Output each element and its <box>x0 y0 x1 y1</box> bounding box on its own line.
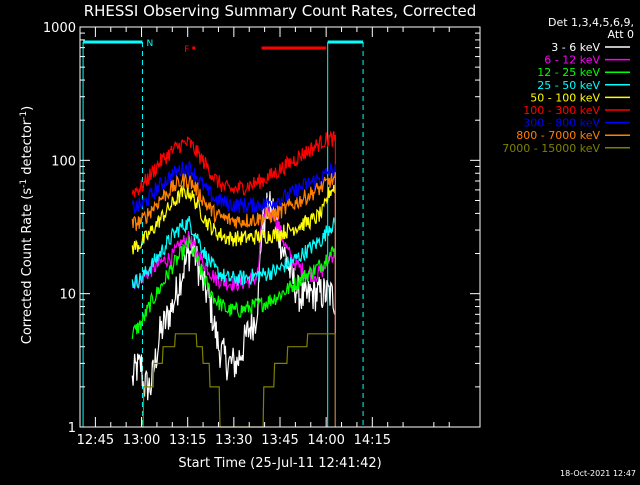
x-tick-label-6: 14:15 <box>354 433 391 448</box>
y-tick-label-1: 10 <box>59 288 76 303</box>
chart-title: RHESSI Observing Summary Count Rates, Co… <box>84 2 477 20</box>
x-axis-label: Start Time (25-Jul-11 12:41:42) <box>178 456 381 471</box>
legend-header-line2: Att 0 <box>608 28 634 41</box>
series-layer <box>131 130 336 428</box>
series-line-1 <box>131 204 336 427</box>
x-tick-label-0: 12:45 <box>77 433 114 448</box>
legend-header-line1: Det 1,3,4,5,6,9, <box>548 16 634 29</box>
legend-label-8: 7000 - 15000 keV <box>502 142 600 155</box>
legend-label-4: 50 - 100 keV <box>530 91 600 104</box>
x-tick-label-4: 13:45 <box>261 433 298 448</box>
x-tick-label-2: 13:15 <box>169 433 206 448</box>
y-axis-label-mid: detector <box>20 119 35 179</box>
legend-label-0: 3 - 6 keV <box>551 41 600 54</box>
y-tick-label-3: 1000 <box>43 21 76 36</box>
legend-label-5: 100 - 300 keV <box>523 104 600 117</box>
series-line-6 <box>131 160 336 427</box>
y-axis-label: Corrected Count Rate (s-1 detector-1) <box>19 106 35 344</box>
axes-layer: 1 10 100 1000 12:45 13:00 13:15 13:30 13:45 14:00… <box>43 21 481 448</box>
legend-label-7: 800 - 7000 keV <box>516 129 600 142</box>
legend-label-1: 6 - 12 keV <box>544 54 600 67</box>
y-axis-label-sup2: -1 <box>19 111 29 120</box>
legend-label-2: 12 - 25 keV <box>537 66 600 79</box>
series-line-5 <box>131 130 336 427</box>
y-axis-label-end: ) <box>20 106 35 111</box>
flag-f-label: F <box>184 45 189 55</box>
x-tick-label-1: 13:00 <box>123 433 160 448</box>
x-tick-label-5: 14:00 <box>307 433 344 448</box>
y-tick-label-0: 1 <box>68 421 76 436</box>
legend-label-6: 300 - 800 keV <box>523 117 600 130</box>
generation-timestamp: 18-Oct-2021 12:47 <box>560 469 636 478</box>
y-axis-label-main: Corrected Count Rate (s <box>20 188 35 345</box>
series-line-2 <box>131 235 336 427</box>
y-axis-label-sup1: -1 <box>19 179 29 188</box>
x-tick-label-3: 13:30 <box>215 433 252 448</box>
series-line-0 <box>131 191 336 427</box>
series-line-3 <box>131 216 336 427</box>
series-line-7 <box>131 172 336 427</box>
y-tick-label-2: 100 <box>51 154 76 169</box>
series-line-4 <box>131 183 336 427</box>
legend-label-3: 25 - 50 keV <box>537 79 600 92</box>
flag-n-label: N <box>146 39 153 49</box>
